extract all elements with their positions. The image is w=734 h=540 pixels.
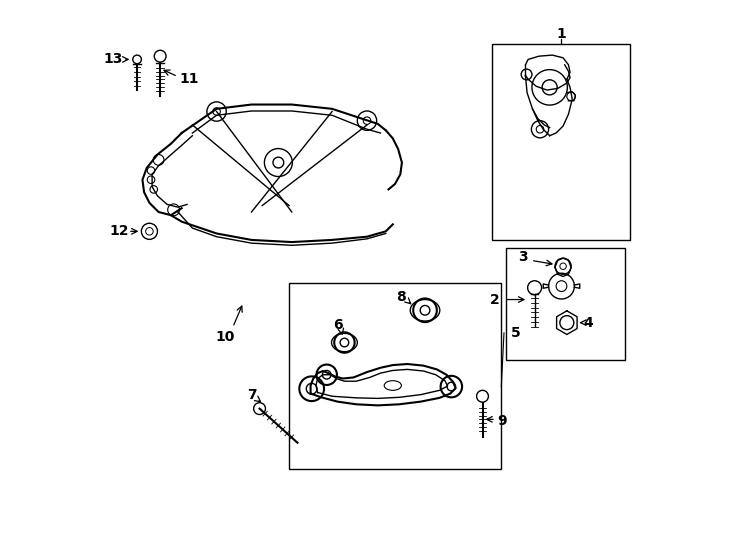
Bar	[492, 44, 631, 240]
Text: 4: 4	[584, 316, 593, 329]
Text: 6: 6	[333, 318, 342, 332]
Text: 13: 13	[103, 52, 123, 66]
Text: 12: 12	[109, 224, 128, 238]
Bar	[506, 248, 625, 360]
Text: 1: 1	[556, 26, 567, 40]
Text: 11: 11	[179, 72, 198, 86]
Text: 8: 8	[396, 290, 406, 304]
Text: 3: 3	[518, 249, 528, 264]
Text: 7: 7	[247, 388, 256, 402]
Text: 10: 10	[215, 330, 234, 344]
Text: 2: 2	[490, 293, 500, 307]
Text: 5: 5	[511, 326, 520, 340]
Text: 9: 9	[498, 415, 507, 429]
Bar	[289, 284, 501, 469]
